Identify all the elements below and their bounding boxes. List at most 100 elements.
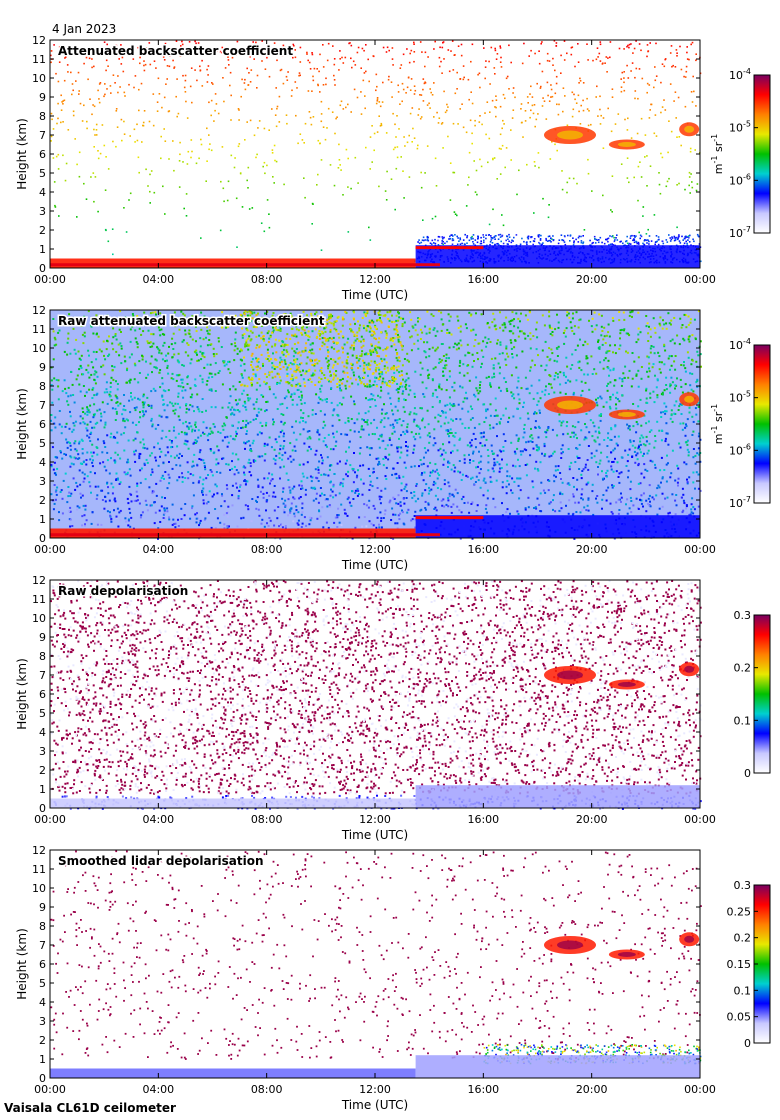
colorbar-unit: m-1 sr-1 — [710, 404, 725, 444]
colorbar-tick-label: 0 — [744, 767, 751, 780]
colorbar-tick-label: 0.3 — [734, 879, 752, 892]
y-tick-label: 5 — [39, 977, 46, 990]
heatmap-texture — [50, 40, 702, 268]
y-tick-label: 8 — [39, 110, 46, 123]
colorbar-tick-label: 10-7 — [729, 495, 751, 510]
y-tick-label: 3 — [39, 745, 46, 758]
x-tick-label: 00:00 — [684, 1083, 716, 1096]
y-axis-label: Height (km) — [15, 928, 29, 999]
y-axis-label: Height (km) — [15, 658, 29, 729]
y-tick-label: 0 — [39, 802, 46, 815]
x-axis-label: Time (UTC) — [341, 558, 408, 572]
x-tick-label: 08:00 — [251, 1083, 283, 1096]
y-tick-label: 2 — [39, 764, 46, 777]
colorbar-unit: m-1 sr-1 — [710, 134, 725, 174]
y-tick-label: 8 — [39, 380, 46, 393]
x-tick-label: 00:00 — [684, 273, 716, 286]
y-tick-label: 2 — [39, 224, 46, 237]
colorbar — [753, 614, 771, 774]
x-tick-label: 12:00 — [359, 813, 391, 826]
panel-title: Smoothed lidar depolarisation — [58, 854, 264, 868]
x-tick-label: 00:00 — [684, 543, 716, 556]
panel-title: Raw depolarisation — [58, 584, 188, 598]
boundary-layer — [50, 798, 416, 808]
y-tick-label: 7 — [39, 399, 46, 412]
colorbar-tick-label: 0.2 — [734, 932, 752, 945]
colorbar-tick-label: 10-6 — [729, 442, 751, 457]
colorbar-tick-label: 10-4 — [729, 67, 751, 82]
y-tick-label: 8 — [39, 650, 46, 663]
x-tick-label: 04:00 — [142, 1083, 174, 1096]
x-tick-label: 00:00 — [684, 813, 716, 826]
colorbar-tick-label: 0.3 — [734, 609, 752, 622]
x-axis-label: Time (UTC) — [341, 288, 408, 302]
colorbar-tick-label: 0.2 — [734, 662, 752, 675]
colorbar-tick-label: 0.05 — [727, 1011, 752, 1024]
y-tick-label: 12 — [32, 574, 46, 587]
y-tick-label: 4 — [39, 456, 46, 469]
plot-area — [50, 40, 700, 268]
y-tick-label: 3 — [39, 475, 46, 488]
y-tick-label: 10 — [32, 342, 46, 355]
x-tick-label: 00:00 — [34, 813, 66, 826]
y-axis-label: Height (km) — [15, 388, 29, 459]
y-tick-label: 6 — [39, 418, 46, 431]
y-tick-label: 3 — [39, 205, 46, 218]
x-tick-label: 20:00 — [576, 813, 608, 826]
x-tick-label: 04:00 — [142, 813, 174, 826]
x-tick-label: 00:00 — [34, 273, 66, 286]
x-tick-label: 12:00 — [359, 273, 391, 286]
y-tick-label: 12 — [32, 304, 46, 317]
colorbar-tick-label: 0.1 — [734, 714, 752, 727]
y-tick-label: 5 — [39, 707, 46, 720]
boundary-layer — [50, 1068, 416, 1078]
x-axis-label: Time (UTC) — [341, 828, 408, 842]
y-tick-label: 11 — [32, 323, 46, 336]
y-tick-label: 10 — [32, 612, 46, 625]
colorbar-tick-label: 10-5 — [729, 390, 751, 405]
x-tick-label: 08:00 — [251, 273, 283, 286]
x-tick-label: 20:00 — [576, 1083, 608, 1096]
y-tick-label: 6 — [39, 688, 46, 701]
y-tick-label: 11 — [32, 53, 46, 66]
y-tick-label: 12 — [32, 844, 46, 857]
y-tick-label: 6 — [39, 958, 46, 971]
y-tick-label: 7 — [39, 669, 46, 682]
panel-title: Attenuated backscatter coefficient — [58, 44, 293, 58]
colorbar-tick-label: 10-5 — [729, 120, 751, 135]
colorbar-tick-label: 0.25 — [727, 905, 752, 918]
x-tick-label: 08:00 — [251, 813, 283, 826]
x-tick-label: 20:00 — [576, 543, 608, 556]
heatmap-texture — [50, 310, 702, 540]
y-tick-label: 8 — [39, 920, 46, 933]
y-tick-label: 1 — [39, 783, 46, 796]
y-tick-label: 1 — [39, 1053, 46, 1066]
page-date: 4 Jan 2023 — [52, 22, 117, 36]
x-tick-label: 04:00 — [142, 543, 174, 556]
y-tick-label: 2 — [39, 1034, 46, 1047]
x-tick-label: 16:00 — [467, 1083, 499, 1096]
y-tick-label: 4 — [39, 726, 46, 739]
x-tick-label: 08:00 — [251, 543, 283, 556]
colorbar-tick-label: 10-6 — [729, 172, 751, 187]
colorbar-tick-label: 10-7 — [729, 225, 751, 240]
y-tick-label: 1 — [39, 243, 46, 256]
x-tick-label: 00:00 — [34, 543, 66, 556]
x-tick-label: 20:00 — [576, 273, 608, 286]
y-axis-label: Height (km) — [15, 118, 29, 189]
colorbar-tick-label: 0 — [744, 1037, 751, 1050]
y-tick-label: 1 — [39, 513, 46, 526]
x-tick-label: 16:00 — [467, 813, 499, 826]
y-tick-label: 0 — [39, 532, 46, 545]
y-tick-label: 0 — [39, 262, 46, 275]
colorbar-tick-label: 0.15 — [727, 958, 752, 971]
colorbar — [753, 74, 771, 234]
x-tick-label: 12:00 — [359, 1083, 391, 1096]
y-tick-label: 4 — [39, 186, 46, 199]
x-tick-label: 00:00 — [34, 1083, 66, 1096]
x-tick-label: 16:00 — [467, 273, 499, 286]
